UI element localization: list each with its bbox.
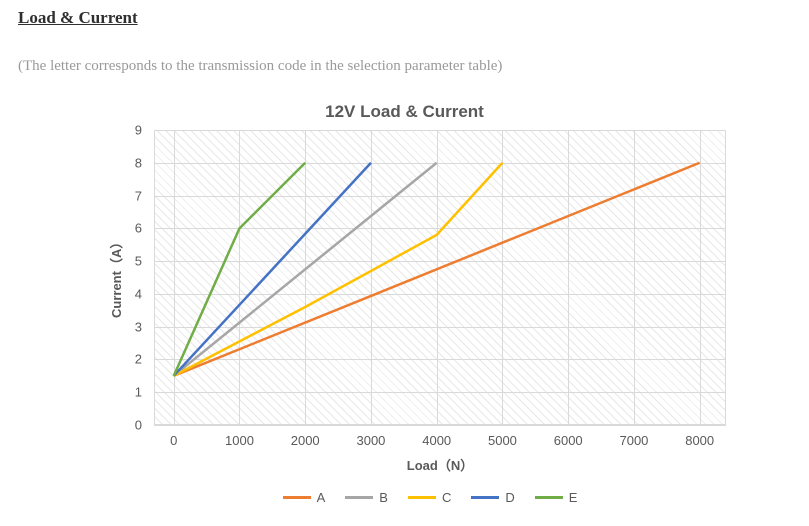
x-tick: 7000 [619, 433, 648, 448]
legend-label: B [379, 490, 388, 505]
legend-swatch [345, 496, 373, 499]
y-tick: 6 [135, 221, 142, 236]
y-tick: 2 [135, 352, 142, 367]
legend-swatch [535, 496, 563, 499]
y-tick: 4 [135, 286, 142, 301]
x-tick: 1000 [225, 433, 254, 448]
series-E [174, 163, 305, 376]
legend-item-D: D [471, 490, 514, 505]
series-C [174, 163, 503, 376]
x-tick: 4000 [422, 433, 451, 448]
x-axis-label: Load（N） [407, 455, 473, 474]
x-tick: 0 [170, 433, 177, 448]
y-tick: 9 [135, 123, 142, 138]
legend-item-E: E [535, 490, 578, 505]
legend-label: A [317, 490, 326, 505]
y-tick: 5 [135, 254, 142, 269]
series-lines [154, 130, 726, 425]
legend-item-C: C [408, 490, 451, 505]
legend-label: C [442, 490, 451, 505]
x-tick: 6000 [554, 433, 583, 448]
x-tick: 5000 [488, 433, 517, 448]
y-tick: 8 [135, 155, 142, 170]
y-tick: 3 [135, 319, 142, 334]
y-tick: 0 [135, 418, 142, 433]
legend-swatch [408, 496, 436, 499]
series-A [174, 163, 700, 376]
legend-item-A: A [283, 490, 326, 505]
y-axis-label: Current（A） [106, 235, 125, 317]
chart-legend: A B C D E [250, 490, 610, 505]
legend-swatch [283, 496, 311, 499]
series-B [174, 163, 437, 376]
plot-area [154, 130, 726, 425]
x-tick: 3000 [356, 433, 385, 448]
legend-swatch [471, 496, 499, 499]
legend-item-B: B [345, 490, 388, 505]
y-tick: 1 [135, 385, 142, 400]
legend-label: E [569, 490, 578, 505]
x-tick: 2000 [291, 433, 320, 448]
chart-container: 0 1000 2000 3000 4000 5000 6000 7000 8000 0 1 2 3 4 5… [0, 0, 809, 526]
x-tick: 8000 [685, 433, 714, 448]
legend-label: D [505, 490, 514, 505]
grid-line-h [154, 425, 726, 426]
y-tick: 7 [135, 188, 142, 203]
